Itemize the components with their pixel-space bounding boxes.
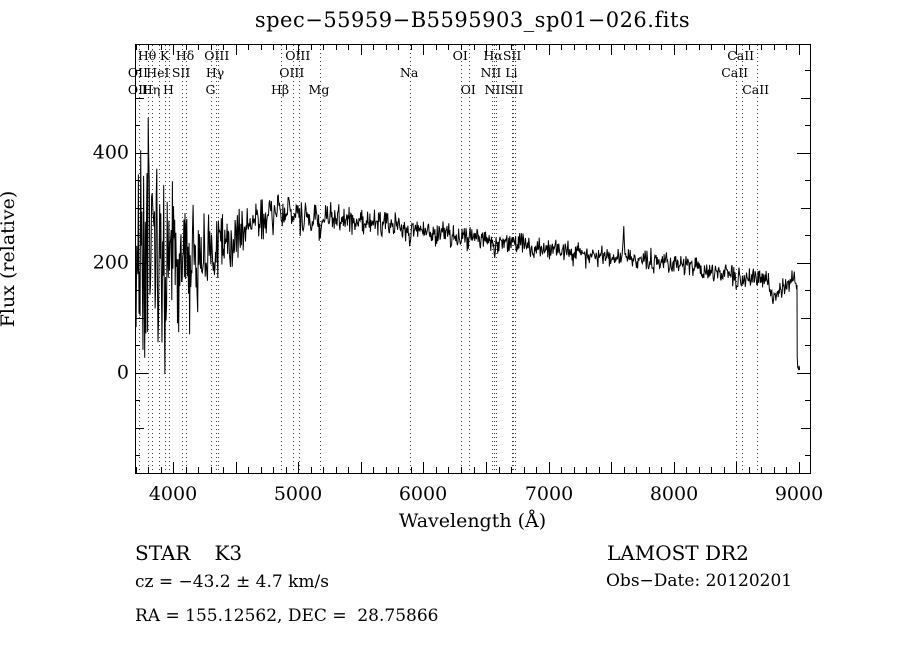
y-tick-label: 400 bbox=[92, 141, 129, 164]
x-tick-label: 8000 bbox=[649, 483, 699, 505]
spectral-line-label: NII bbox=[484, 82, 506, 97]
object-classification: STAR K3 bbox=[135, 541, 242, 565]
spectral-line-label: CaII bbox=[742, 82, 770, 97]
spectral-line-label: Li bbox=[505, 65, 518, 80]
spectral-line-label: CaII bbox=[727, 48, 755, 63]
spectral-line-label: Hα bbox=[483, 48, 503, 63]
spectrum-trace bbox=[135, 117, 801, 375]
axis-ticks bbox=[135, 44, 810, 473]
spectral-line-label: SII bbox=[171, 65, 191, 80]
spectral-line-label: NII bbox=[480, 65, 502, 80]
spectral-line-label: CaII bbox=[721, 65, 749, 80]
plot-title: spec−55959−B5595903_sp01−026.fits bbox=[254, 8, 691, 32]
spectral-line-label: H bbox=[163, 82, 174, 97]
spectral-line-label: OI bbox=[460, 82, 476, 97]
x-axis-label: Wavelength (Å) bbox=[398, 510, 547, 532]
spectral-line-label: OI bbox=[452, 48, 468, 63]
spectral-line-label: Na bbox=[399, 65, 419, 80]
spectral-line-label: Mg bbox=[308, 82, 330, 97]
spectral-line-label: OIII bbox=[204, 48, 230, 63]
spectral-line-label: OII bbox=[127, 82, 149, 97]
y-tick-label: 200 bbox=[92, 251, 129, 274]
object-subclass: K3 bbox=[214, 541, 243, 565]
spectral-line-label: Hβ bbox=[271, 82, 290, 97]
ra-dec-value: RA = 155.12562, DEC = 28.75866 bbox=[135, 606, 439, 626]
spectral-line-label: OIII bbox=[279, 65, 305, 80]
spectral-line-label: Hδ bbox=[175, 48, 195, 63]
spectral-line-label: Hγ bbox=[205, 65, 225, 80]
spectral-line-label: OII bbox=[127, 65, 149, 80]
y-tick-label: 0 bbox=[116, 361, 129, 384]
spectral-line-label: SII bbox=[502, 48, 522, 63]
spectral-line-label: G bbox=[205, 82, 216, 97]
spectral-line-label: OIII bbox=[285, 48, 311, 63]
spectral-line-label: Hθ bbox=[137, 48, 157, 63]
spectral-line-label: Hη bbox=[141, 82, 161, 97]
x-tick-label: 9000 bbox=[774, 483, 824, 505]
object-class: STAR bbox=[135, 541, 191, 565]
obs-date-value: Obs−Date: 20120201 bbox=[606, 571, 793, 591]
plot-frame bbox=[135, 44, 811, 474]
spectral-line-label: K bbox=[159, 48, 170, 63]
spectral-line-label: SII bbox=[504, 82, 524, 97]
x-tick-label: 6000 bbox=[398, 483, 448, 505]
x-tick-label: 4000 bbox=[148, 483, 198, 505]
spectral-line-label: HeI bbox=[146, 65, 170, 80]
survey-release-label: LAMOST DR2 bbox=[607, 541, 749, 565]
cz-velocity-value: cz = −43.2 ± 4.7 km/s bbox=[135, 572, 329, 592]
x-tick-label: 5000 bbox=[273, 483, 323, 505]
x-tick-label: 7000 bbox=[524, 483, 574, 505]
